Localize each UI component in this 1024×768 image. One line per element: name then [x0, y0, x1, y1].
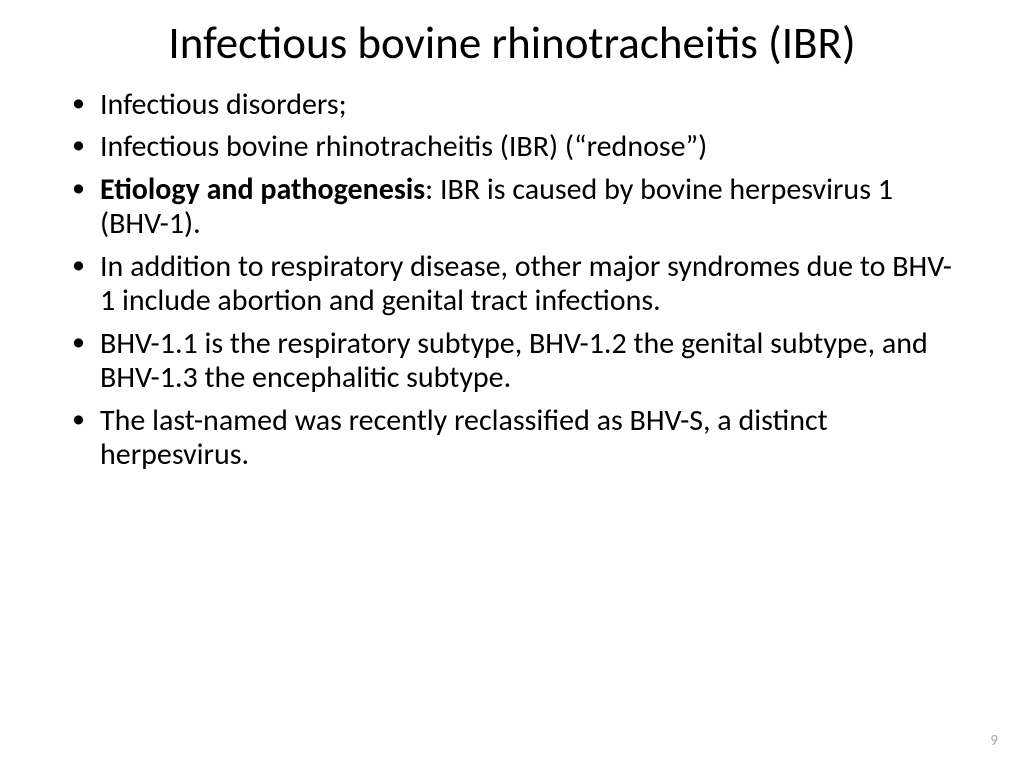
bullet-bold: Etiology and pathogenesis	[100, 171, 425, 208]
list-item: The last-named was recently reclassified…	[100, 404, 964, 473]
bullet-text: In addition to respiratory disease, othe…	[100, 248, 952, 320]
slide-title: Infectious bovine rhinotracheitis (IBR)	[60, 18, 964, 70]
bullet-text: The last-named was recently reclassified…	[100, 402, 828, 474]
list-item: Infectious bovine rhinotracheitis (IBR) …	[100, 130, 964, 165]
page-number: 9	[990, 732, 998, 750]
bullet-text: Infectious bovine rhinotracheitis (IBR) …	[100, 128, 707, 165]
list-item: BHV-1.1 is the respiratory subtype, BHV-…	[100, 327, 964, 396]
bullet-list: Infectious disorders; Infectious bovine …	[60, 88, 964, 473]
bullet-text: BHV-1.1 is the respiratory subtype, BHV-…	[100, 325, 928, 397]
list-item: Infectious disorders;	[100, 88, 964, 123]
bullet-text: Infectious disorders;	[100, 86, 347, 123]
slide: Infectious bovine rhinotracheitis (IBR) …	[0, 0, 1024, 768]
list-item: In addition to respiratory disease, othe…	[100, 250, 964, 319]
list-item: Etiology and pathogenesis: IBR is caused…	[100, 173, 964, 242]
